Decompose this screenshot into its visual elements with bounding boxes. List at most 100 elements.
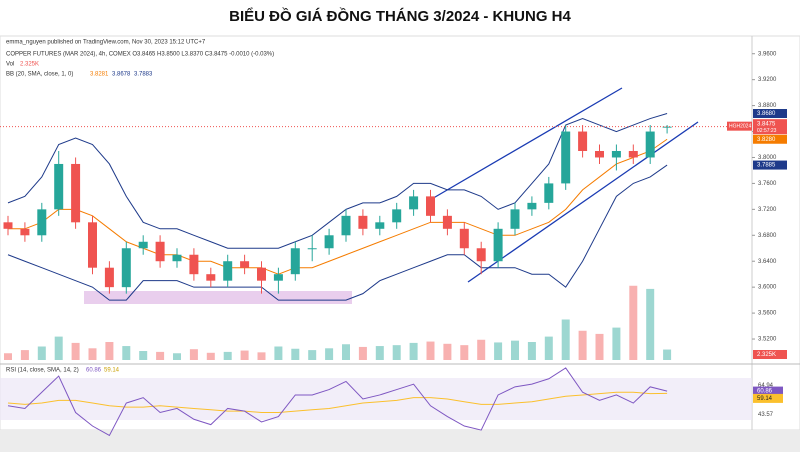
volume-bar bbox=[342, 344, 350, 360]
volume-bar bbox=[173, 353, 181, 360]
symbol-badge-label: HGH2024 bbox=[729, 124, 751, 130]
volume-bar bbox=[240, 350, 249, 360]
volume-bar bbox=[88, 348, 97, 360]
volume-bar bbox=[20, 350, 29, 360]
rsi-level-label: 43.57 bbox=[758, 412, 774, 418]
volume-bar bbox=[578, 330, 587, 360]
bb-lower-value: 3.7883 bbox=[134, 72, 153, 78]
volume-bar bbox=[291, 348, 300, 360]
channel-lower bbox=[467, 121, 699, 283]
rsi-ma-legend-value: 59.14 bbox=[104, 368, 120, 374]
candle-body bbox=[273, 274, 283, 281]
symbol-line: COPPER FUTURES (MAR 2024), 4h, COMEX O3.… bbox=[6, 52, 274, 58]
y-tick-label: 3.5600 bbox=[758, 311, 777, 317]
bb-lower bbox=[7, 164, 668, 301]
candle-body bbox=[595, 150, 604, 158]
volume-bar bbox=[443, 343, 452, 360]
candle-body bbox=[20, 228, 30, 236]
volume-badge-label: 2.325K bbox=[757, 352, 776, 358]
candle-body bbox=[527, 202, 537, 210]
volume-bar bbox=[663, 349, 672, 360]
candle-body bbox=[493, 228, 503, 262]
candle-body bbox=[459, 228, 469, 249]
candle-body bbox=[476, 248, 486, 262]
bb-upper bbox=[7, 113, 668, 249]
volume-bar bbox=[71, 342, 80, 360]
candle-body bbox=[71, 163, 81, 223]
volume-bar bbox=[511, 340, 519, 360]
rsi-band bbox=[0, 378, 752, 420]
y-tick-label: 3.8000 bbox=[758, 155, 777, 161]
candle-body bbox=[358, 215, 368, 229]
y-tick-label: 3.5200 bbox=[758, 337, 777, 343]
volume-bar bbox=[122, 346, 131, 360]
volume-bar bbox=[54, 336, 63, 360]
candle-body bbox=[324, 235, 334, 249]
bb-basis-badge-box bbox=[753, 134, 787, 144]
page-title: BIỂU ĐỒ GIÁ ĐỒNG THÁNG 3/2024 - KHUNG H4 bbox=[229, 7, 571, 25]
last-price-badge-box bbox=[753, 119, 787, 135]
volume-bar bbox=[4, 353, 12, 360]
candle-body bbox=[442, 215, 452, 229]
rsi-line bbox=[7, 367, 668, 437]
candle-body bbox=[223, 261, 233, 281]
bb-basis-value: 3.8281 bbox=[90, 72, 109, 78]
candle-body bbox=[628, 150, 638, 158]
y-tick-label: 3.7200 bbox=[758, 207, 777, 213]
y-tick-label: 3.9600 bbox=[758, 51, 777, 57]
volume-bar bbox=[646, 288, 655, 360]
volume-bar bbox=[409, 342, 418, 360]
volume-bar bbox=[426, 341, 435, 360]
volume-bar bbox=[257, 352, 266, 360]
volume-bar bbox=[189, 349, 198, 360]
candle-body bbox=[104, 267, 114, 288]
y-tick-label: 3.8800 bbox=[758, 103, 777, 109]
support-zone bbox=[84, 291, 352, 304]
bb-basis bbox=[8, 138, 668, 275]
volume-bar bbox=[139, 351, 148, 360]
candle-body bbox=[54, 163, 64, 210]
symbol-badge bbox=[727, 121, 752, 131]
volume-bar bbox=[494, 342, 503, 360]
candle-body bbox=[375, 222, 385, 229]
volume-bar bbox=[156, 351, 165, 360]
volume-bar bbox=[375, 346, 384, 360]
rsi-ma-line bbox=[7, 391, 668, 413]
rsi-level-label: 64.94 bbox=[758, 383, 774, 389]
candle-body bbox=[341, 215, 351, 236]
candle-body bbox=[189, 254, 199, 275]
volume-bar bbox=[223, 351, 232, 360]
bb-basis-badge-label: 3.8280 bbox=[757, 137, 776, 143]
candle-body bbox=[88, 222, 97, 268]
bb-lower-badge-label: 3.7885 bbox=[757, 163, 776, 169]
candle-body bbox=[578, 131, 588, 151]
y-tick-label: 3.6800 bbox=[758, 233, 777, 239]
volume-bar bbox=[105, 342, 114, 360]
bb-upper-badge-label: 3.8680 bbox=[757, 111, 776, 117]
rsi-legend-value: 60.86 bbox=[86, 368, 102, 374]
y-tick-label: 3.6000 bbox=[758, 285, 777, 291]
y-tick-label: 3.6400 bbox=[758, 259, 777, 265]
candle-body bbox=[426, 196, 435, 216]
candle-body bbox=[392, 209, 402, 223]
volume-bar bbox=[460, 345, 469, 360]
volume-bar bbox=[37, 346, 46, 360]
volume-bar bbox=[561, 319, 570, 360]
candle-body bbox=[662, 126, 672, 128]
candle-body bbox=[544, 183, 554, 203]
volume-bar bbox=[544, 336, 553, 360]
candle-body bbox=[409, 196, 419, 210]
candle-body bbox=[3, 222, 13, 229]
candle-body bbox=[37, 209, 47, 236]
volume-bar bbox=[612, 327, 621, 360]
candle-body bbox=[307, 248, 317, 250]
bb-legend: BB (20, SMA, close, 1, 0) bbox=[6, 72, 73, 78]
candle-body bbox=[645, 131, 655, 158]
rsi-badge bbox=[753, 386, 783, 396]
volume-bar bbox=[392, 345, 401, 360]
volume-bar bbox=[527, 342, 536, 360]
volume-bar bbox=[629, 285, 638, 360]
rsi-ma-badge-label: 59.14 bbox=[757, 396, 773, 402]
